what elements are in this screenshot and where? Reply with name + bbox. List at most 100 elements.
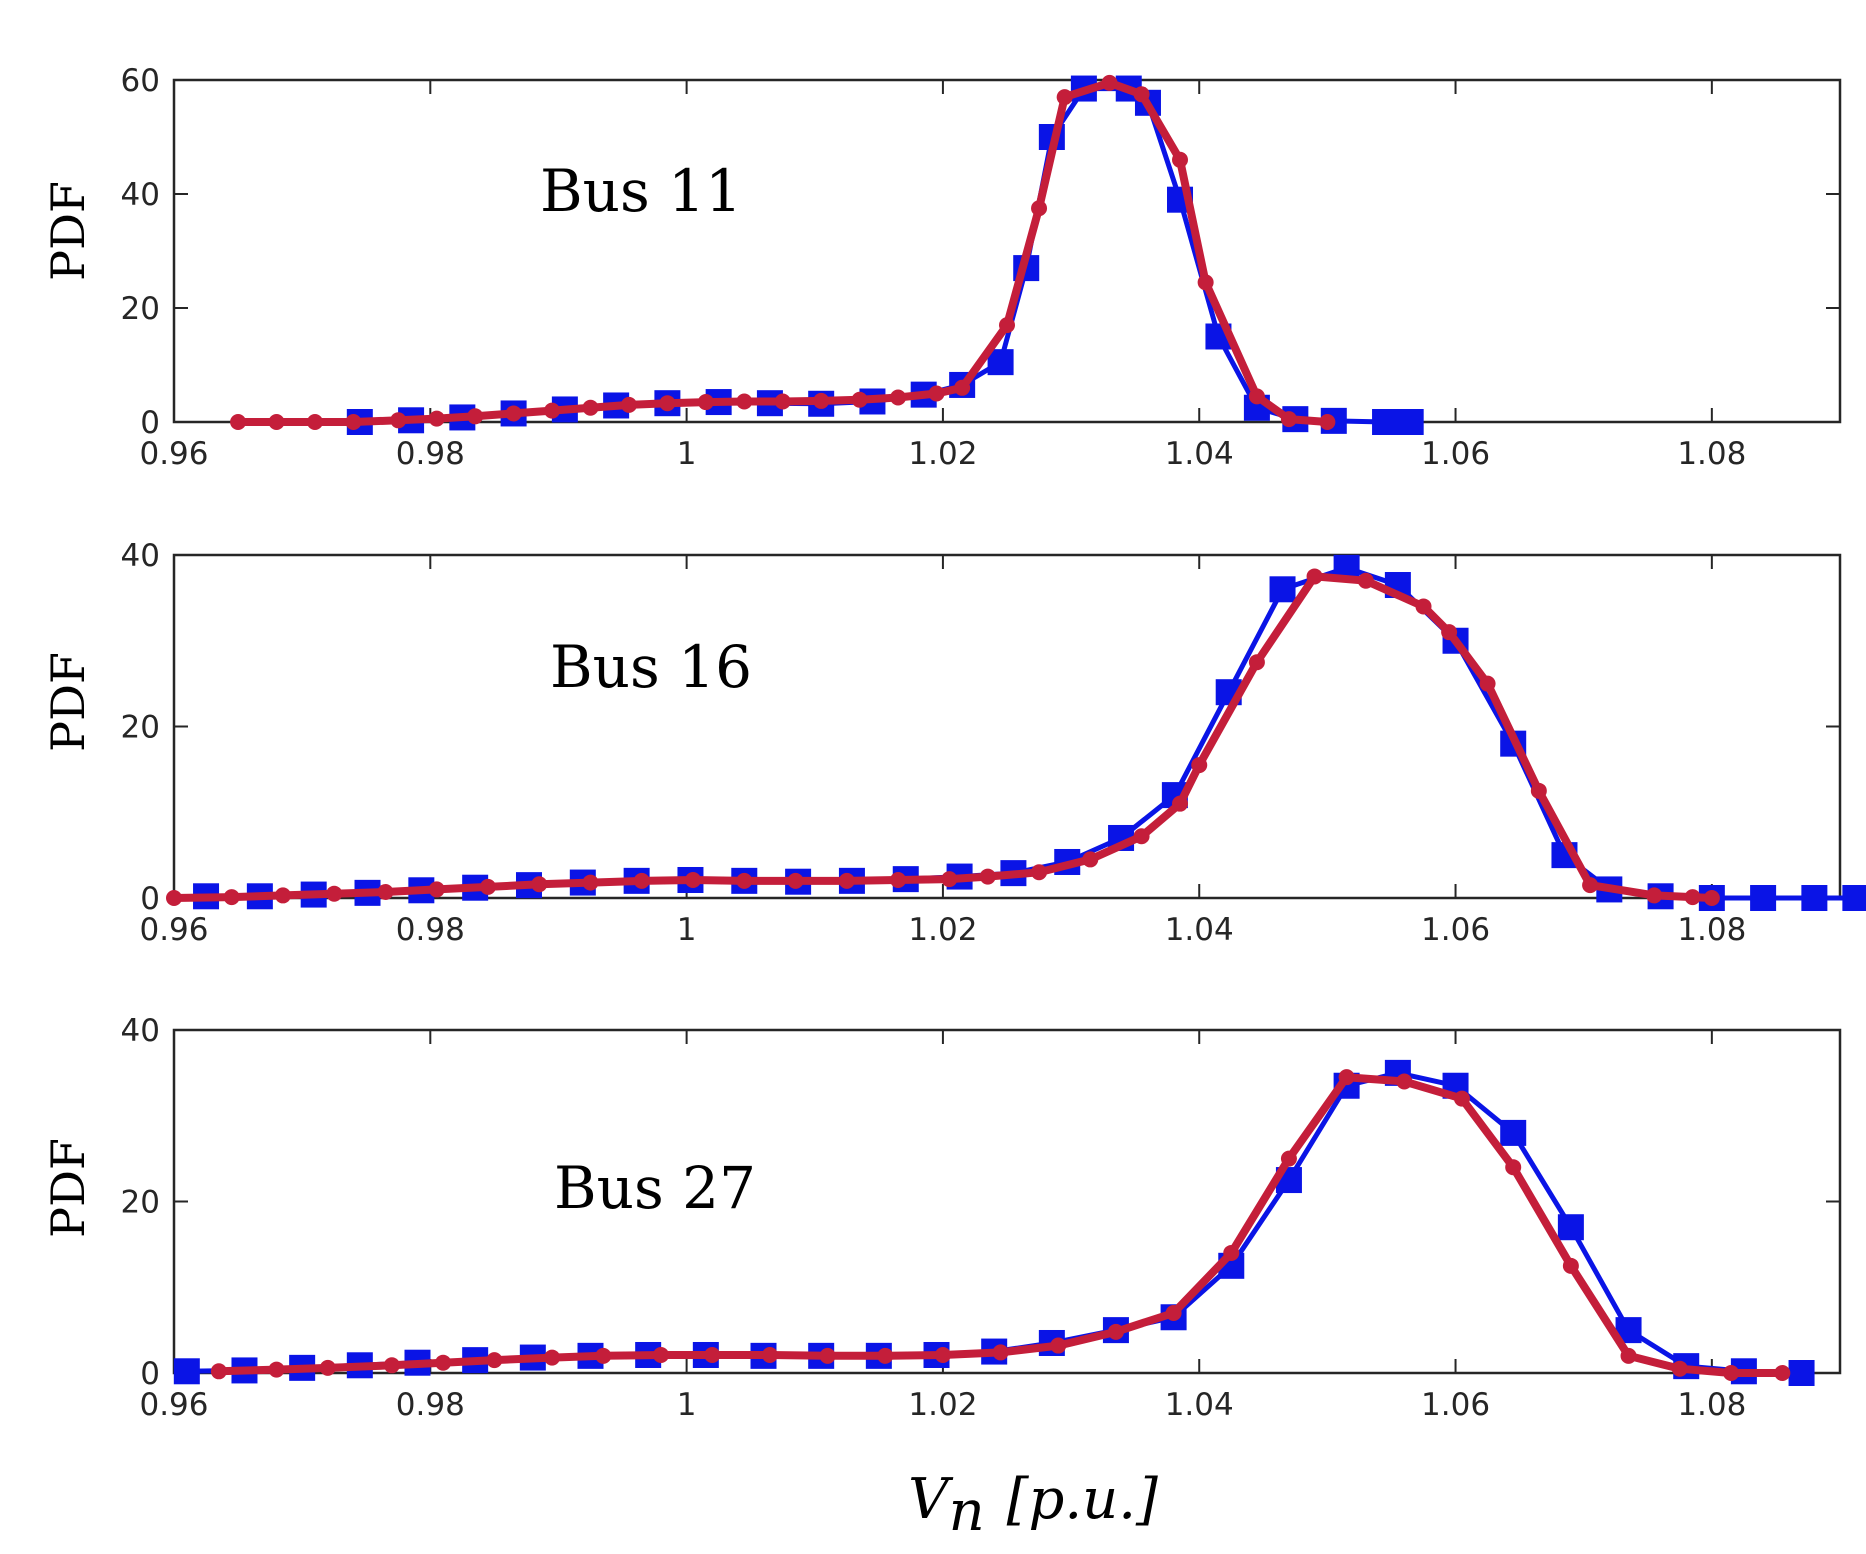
histogram-point bbox=[173, 1358, 200, 1385]
x-tick-labels: 0.96 0.98 1 1.02 1.04 1.06 1.08 bbox=[139, 912, 1746, 948]
x-tick-label: 0.98 bbox=[396, 1387, 465, 1423]
axes-box bbox=[172, 553, 1842, 900]
histogram-point bbox=[1842, 885, 1866, 911]
estimate-point bbox=[1319, 414, 1336, 430]
estimate-point bbox=[377, 883, 394, 900]
estimate-point bbox=[1191, 757, 1208, 774]
x-tick-label: 1.06 bbox=[1421, 912, 1490, 948]
x-axis-label: Vn [p.u.] bbox=[908, 1467, 1158, 1544]
estimate-point bbox=[467, 408, 484, 425]
histogram-point bbox=[1557, 1214, 1584, 1241]
estimate-point bbox=[582, 399, 599, 416]
x-tick-label: 1 bbox=[677, 912, 697, 948]
x-tick-labels: 0.96 0.98 1 1.02 1.04 1.06 1.08 bbox=[139, 436, 1746, 472]
x-tick-label: 0.96 bbox=[139, 1387, 208, 1423]
x-tick-label: 1 bbox=[677, 1387, 697, 1423]
x-tick-label: 0.96 bbox=[139, 436, 208, 472]
x-tick-label: 1.04 bbox=[1165, 436, 1234, 472]
y-tick-label: 40 bbox=[121, 538, 160, 574]
estimate-point bbox=[274, 887, 291, 904]
estimate-point bbox=[787, 872, 804, 889]
estimate-point bbox=[505, 405, 522, 422]
axes-box bbox=[172, 1028, 1842, 1375]
x-label-subscript: n bbox=[949, 1479, 985, 1544]
x-tick-label: 1.06 bbox=[1421, 436, 1490, 472]
estimate-point bbox=[544, 402, 561, 419]
estimate-point bbox=[838, 872, 855, 889]
x-tick-label: 1 bbox=[677, 436, 697, 472]
marks bbox=[166, 554, 1866, 911]
y-tick-labels: 0 20 40 bbox=[121, 538, 160, 917]
panel-bus-27: PDF Bus 27 0.96 0.98 1 1.02 1.04 1.06 1.08 0 20… bbox=[41, 1013, 1842, 1423]
ticks bbox=[173, 79, 1840, 423]
histogram-point bbox=[1397, 409, 1424, 435]
histogram-point bbox=[1801, 885, 1828, 911]
estimate-point bbox=[1505, 1159, 1522, 1176]
estimate-point bbox=[1133, 828, 1150, 845]
estimate-point bbox=[928, 385, 945, 402]
estimate-point bbox=[345, 414, 362, 430]
estimate-point bbox=[1306, 568, 1323, 585]
estimate-point bbox=[1197, 274, 1214, 291]
y-axis-label: PDF bbox=[41, 181, 95, 281]
estimate-point bbox=[210, 1363, 227, 1380]
estimate-point bbox=[954, 379, 971, 396]
x-tick-label: 1.04 bbox=[1165, 1387, 1234, 1423]
estimate-point bbox=[652, 1346, 669, 1363]
estimate-point bbox=[582, 874, 599, 891]
estimate-point bbox=[890, 871, 907, 888]
y-axis-label: PDF bbox=[41, 1138, 95, 1238]
estimate-point bbox=[1357, 572, 1374, 589]
estimate-point bbox=[813, 392, 830, 409]
marks bbox=[230, 74, 1424, 435]
estimate-point bbox=[1248, 388, 1265, 405]
estimate-point bbox=[1774, 1365, 1791, 1381]
x-label-variable: V bbox=[908, 1467, 954, 1532]
y-tick-labels: 0 20 40 60 bbox=[121, 63, 160, 441]
y-axis-label: PDF bbox=[41, 652, 95, 752]
x-tick-label: 1.08 bbox=[1677, 1387, 1746, 1423]
estimate-point bbox=[1031, 200, 1048, 217]
x-tick-label: 1.08 bbox=[1677, 436, 1746, 472]
y-tick-label: 20 bbox=[121, 291, 160, 327]
histogram-point bbox=[1788, 1360, 1815, 1386]
estimate-point bbox=[1280, 411, 1297, 428]
estimate-point bbox=[659, 395, 676, 412]
estimate-point bbox=[1453, 1090, 1470, 1107]
histogram-point bbox=[1269, 576, 1296, 603]
estimate-point bbox=[1441, 624, 1458, 641]
estimate-point bbox=[428, 881, 445, 898]
estimate-point bbox=[319, 1359, 336, 1376]
estimate-point bbox=[383, 1357, 400, 1374]
x-tick-label: 1.04 bbox=[1165, 912, 1234, 948]
y-tick-label: 0 bbox=[140, 881, 160, 917]
estimate-point bbox=[531, 876, 548, 893]
estimate-point bbox=[761, 1346, 778, 1363]
estimate-point bbox=[390, 412, 407, 429]
estimate-point bbox=[620, 396, 637, 413]
estimate-point bbox=[1723, 1365, 1740, 1381]
estimate-point bbox=[230, 414, 247, 430]
estimate-point bbox=[326, 885, 343, 902]
y-tick-label: 20 bbox=[121, 710, 160, 746]
estimate-point bbox=[774, 393, 791, 410]
estimate-point bbox=[1415, 598, 1432, 615]
bus-annotation: Bus 27 bbox=[554, 1154, 756, 1222]
histogram-point bbox=[1750, 885, 1777, 911]
estimate-point bbox=[1172, 151, 1189, 168]
y-tick-label: 40 bbox=[121, 1013, 160, 1049]
estimate-point bbox=[1056, 89, 1073, 106]
estimate-point bbox=[1172, 795, 1189, 812]
estimate-point bbox=[1530, 782, 1547, 799]
estimate-point bbox=[1165, 1304, 1182, 1321]
bus-annotation: Bus 11 bbox=[540, 157, 742, 225]
estimate-point bbox=[1562, 1257, 1579, 1274]
estimate-point bbox=[736, 393, 753, 410]
estimate-point bbox=[1582, 877, 1599, 894]
estimate-point bbox=[685, 871, 702, 888]
y-tick-label: 0 bbox=[140, 1356, 160, 1392]
y-tick-label: 40 bbox=[121, 177, 160, 213]
estimate-point bbox=[704, 1346, 721, 1363]
x-tick-label: 1.02 bbox=[908, 436, 977, 472]
